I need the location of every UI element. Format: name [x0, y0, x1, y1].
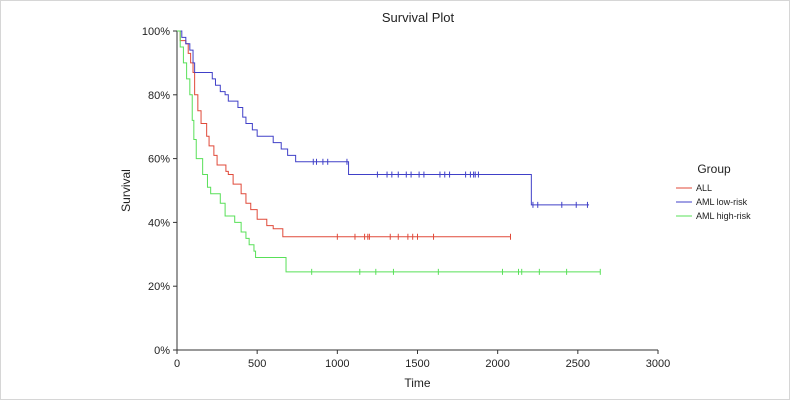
series-line-1 [177, 30, 590, 206]
y-tick-label: 60% [148, 154, 170, 166]
series-line-0 [177, 30, 511, 238]
x-tick-label: 1500 [405, 358, 429, 370]
series-line-2 [177, 30, 601, 273]
x-tick-label: 2500 [566, 358, 590, 370]
legend-label: AML high-risk [696, 211, 751, 221]
legend-title: Group [697, 162, 731, 176]
y-axis-label: Survival [119, 169, 133, 212]
legend-label: AML low-risk [696, 197, 748, 207]
y-tick-label: 0% [154, 345, 170, 357]
y-tick-label: 80% [148, 90, 170, 102]
x-tick-label: 2000 [485, 358, 509, 370]
chart-title: Survival Plot [382, 10, 455, 25]
x-axis-label: Time [404, 376, 431, 390]
y-tick-label: 20% [148, 281, 170, 293]
x-tick-label: 1000 [325, 358, 349, 370]
x-tick-label: 0 [174, 358, 180, 370]
y-tick-label: 40% [148, 217, 170, 229]
x-tick-label: 500 [248, 358, 266, 370]
x-tick-label: 3000 [646, 358, 670, 370]
legend-label: ALL [696, 183, 712, 193]
y-tick-label: 100% [142, 26, 170, 38]
